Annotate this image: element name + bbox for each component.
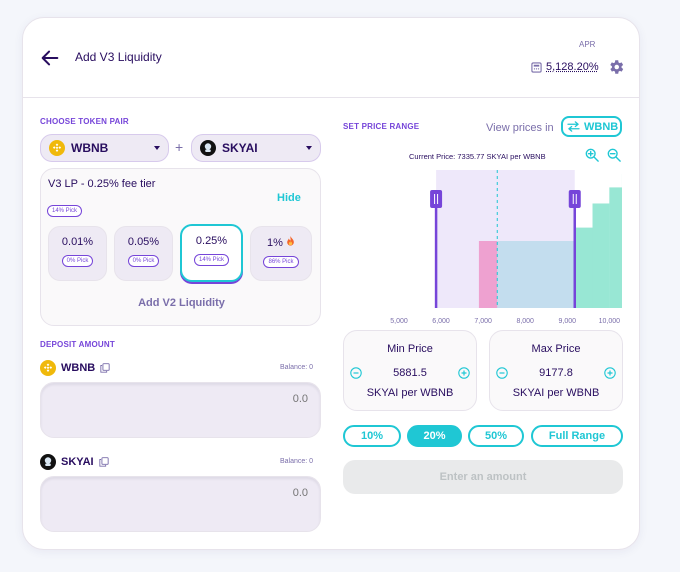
token-b-name: SKYAI [222, 141, 258, 155]
deposit-token-b-header: SKYAI [40, 454, 109, 470]
fee-tier-value-row: 1% [251, 236, 311, 249]
fee-tier-value: 0.25% [195, 235, 228, 247]
min-price-increment-icon[interactable] [458, 367, 470, 379]
calculator-icon[interactable] [531, 61, 542, 73]
current-pick-badge: 14% Pick [47, 205, 83, 217]
max-price-title: Max Price [531, 343, 581, 355]
header: Add V3 Liquidity APR 5,128.20% [23, 18, 639, 98]
token-b-amount-box [40, 476, 321, 532]
token-b-select[interactable]: SKYAI [191, 134, 321, 162]
pick-badge: 86% Pick [263, 256, 299, 268]
plus-sign: + [175, 139, 184, 155]
x-tick-label-3: 8,000 [516, 318, 534, 325]
token-a-select[interactable]: WBNB [40, 134, 169, 162]
fee-tier-value: 0.01% [61, 236, 94, 248]
max-price-unit: SKYAI per WBNB [512, 387, 600, 399]
x-tick-label-1: 6,000 [432, 318, 450, 325]
max-price-handle [568, 190, 581, 208]
zoom-in-icon[interactable] [585, 148, 599, 162]
pick-badge: 0% Pick [61, 255, 94, 267]
x-tick-label-0: 5,000 [390, 318, 408, 325]
chevron-down-icon [154, 146, 160, 150]
copy-icon[interactable] [98, 457, 109, 467]
range-preset-10[interactable]: 10% [343, 425, 401, 447]
max-price-value[interactable]: 9177.8 [539, 367, 573, 379]
view-prices-toggle[interactable]: WBNB [561, 116, 622, 137]
x-tick-label-2: 7,000 [474, 318, 492, 325]
token-a-amount-box [40, 382, 321, 438]
token-a-name: WBNB [71, 141, 109, 155]
current-price-readout: Current Price: 7335.77 SKYAI per WBNB [409, 152, 546, 161]
enter-amount-button[interactable]: Enter an amount [343, 460, 623, 494]
gear-icon[interactable] [607, 58, 625, 76]
range-preset-20[interactable]: 20% [407, 425, 462, 447]
max-price-decrement-icon[interactable] [496, 367, 508, 379]
selected-range-area [436, 170, 575, 308]
bnb-token-icon [40, 360, 56, 376]
max-price-box: Max Price 9177.8 SKYAI per WBNB [489, 330, 623, 411]
zoom-out-icon[interactable] [607, 148, 621, 162]
fee-tier-value: 1% [267, 237, 283, 249]
liquidity-range-chart[interactable]: 5,000 6,000 7,000 8,000 9,000 10,000 [363, 168, 623, 328]
x-tick-label-5: 10,000 [599, 318, 621, 325]
back-arrow-icon[interactable] [39, 47, 61, 69]
add-v2-liquidity-link[interactable]: Add V2 Liquidity [138, 297, 225, 309]
min-price-decrement-icon[interactable] [350, 367, 362, 379]
liquidity-bar-1 [497, 241, 575, 308]
liquidity-bar-0 [478, 241, 498, 308]
chevron-down-icon [306, 146, 312, 150]
min-price-value[interactable]: 5881.5 [393, 367, 427, 379]
max-price-increment-icon[interactable] [604, 367, 616, 379]
fee-tier-panel: V3 LP - 0.25% fee tier 14% Pick Hide 0.0… [40, 168, 321, 326]
copy-icon[interactable] [100, 363, 110, 373]
skyai-token-icon [200, 140, 216, 156]
deposit-token-a-header: WBNB [40, 360, 110, 376]
min-price-box: Min Price 5881.5 SKYAI per WBNB [343, 330, 477, 411]
min-price-title: Min Price [387, 343, 433, 355]
set-price-range-label: SET PRICE RANGE [343, 122, 420, 131]
min-price-unit: SKYAI per WBNB [366, 387, 454, 399]
deposit-amount-label: DEPOSIT AMOUNT [40, 340, 115, 349]
view-prices-label: View prices in [486, 122, 554, 134]
fee-tier-option-0-01[interactable]: 0.01% 0% Pick [48, 226, 107, 281]
max-price-row: 9177.8 [490, 363, 622, 383]
liquidity-bar-3 [592, 203, 610, 308]
liquidity-bar-2 [574, 227, 593, 308]
fee-tier-option-0-05[interactable]: 0.05% 0% Pick [114, 226, 173, 281]
liquidity-bar-4 [609, 187, 622, 308]
view-prices-token: WBNB [584, 120, 619, 133]
token-a-amount-input[interactable] [108, 393, 308, 405]
hide-button[interactable]: Hide [277, 192, 301, 204]
apr-value[interactable]: 5,128.20% [546, 61, 599, 73]
x-tick-label-4: 9,000 [559, 318, 577, 325]
add-liquidity-card: Add V3 Liquidity APR 5,128.20% CHOOSE TO… [22, 17, 640, 550]
deposit-token-b-name: SKYAI [61, 456, 94, 468]
token-b-amount-input[interactable] [108, 487, 308, 499]
range-preset-50[interactable]: 50% [468, 425, 524, 447]
token-b-balance: Balance: 0 [280, 458, 314, 465]
range-preset-full[interactable]: Full Range [531, 425, 623, 447]
bnb-token-icon [49, 140, 65, 156]
min-price-row: 5881.5 [344, 363, 476, 383]
skyai-token-icon [40, 454, 56, 470]
fire-icon [287, 236, 294, 246]
token-a-balance: Balance: 0 [280, 364, 314, 371]
fee-tier-title: V3 LP - 0.25% fee tier [48, 178, 156, 190]
apr-row: 5,128.20% [531, 58, 625, 76]
deposit-token-a-name: WBNB [61, 362, 96, 374]
fee-tier-option-0-25[interactable]: 0.25% 14% Pick [180, 224, 243, 282]
fee-tier-option-1[interactable]: 1% 86% Pick [250, 226, 312, 281]
pick-badge: 0% Pick [127, 255, 160, 267]
apr-label: APR [579, 40, 596, 49]
page-title: Add V3 Liquidity [75, 50, 162, 64]
pick-badge: 14% Pick [193, 254, 229, 266]
min-price-handle [430, 190, 443, 208]
choose-token-pair-label: CHOOSE TOKEN PAIR [40, 117, 129, 126]
swap-icon [567, 121, 580, 132]
fee-tier-value: 0.05% [127, 236, 160, 248]
